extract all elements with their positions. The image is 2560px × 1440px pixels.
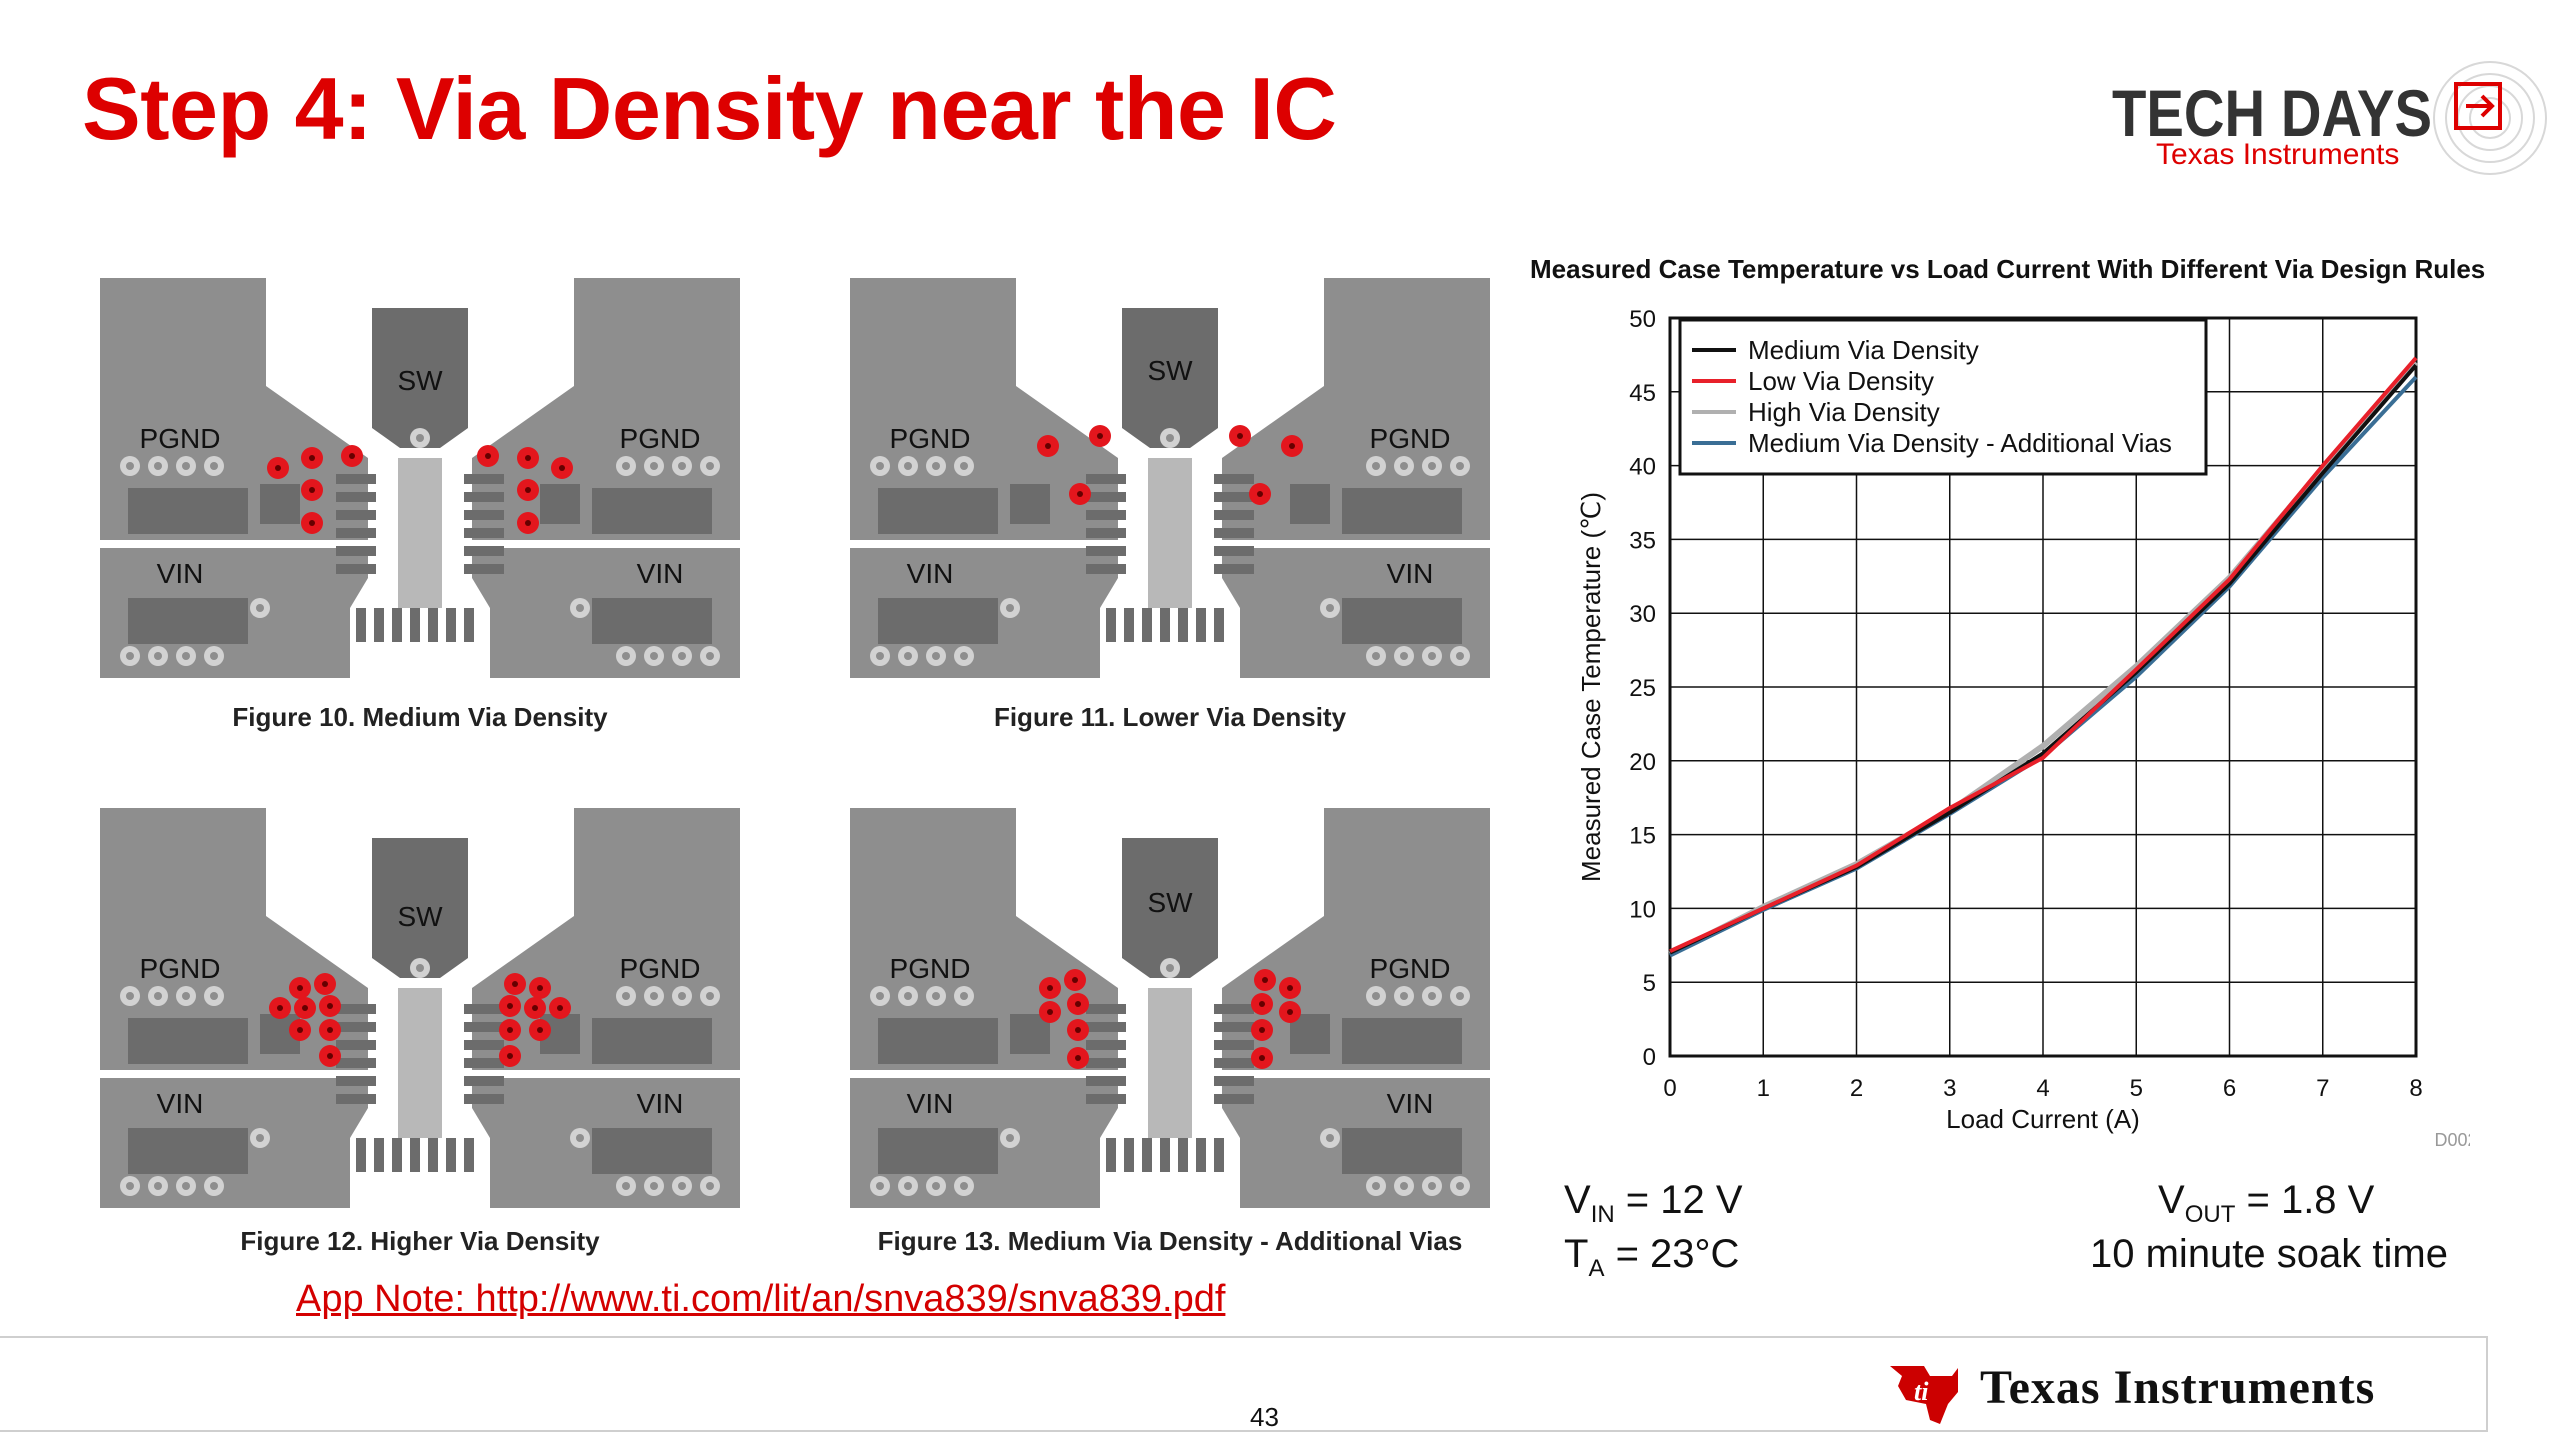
svg-text:VIN: VIN	[907, 558, 954, 589]
company-wordmark: Texas Instruments	[1980, 1361, 2376, 1414]
footer-bar	[0, 1336, 2488, 1432]
y-tick-label: 50	[1629, 306, 1656, 333]
svg-text:SW: SW	[1147, 355, 1193, 386]
y-tick-label: 20	[1629, 749, 1656, 776]
pcb-layout-drawing: SW PGND PGND VIN VIN	[850, 808, 1490, 1208]
x-tick-label: 4	[2036, 1075, 2049, 1102]
svg-text:PGND: PGND	[890, 953, 971, 984]
x-tick-label: 6	[2223, 1075, 2236, 1102]
pcb-layout-drawing: SW PGND PGND VIN VIN	[100, 808, 740, 1208]
x-tick-label: 5	[2130, 1075, 2143, 1102]
svg-text:SW: SW	[397, 365, 443, 396]
vin-condition: VIN = 12 V	[1564, 1178, 1743, 1228]
svg-text:SW: SW	[397, 901, 443, 932]
chart-title: Measured Case Temperature vs Load Curren…	[1530, 254, 2486, 284]
figure-additional-vias: SW PGND PGND VIN VIN	[850, 808, 1490, 1213]
y-tick-label: 5	[1643, 970, 1656, 997]
y-axis-label: Measured Case Temperature (℃)	[1576, 492, 1606, 882]
event-logo-text: TECH DAYS	[2112, 76, 2432, 150]
figure-caption: Figure 12. Higher Via Density	[240, 1226, 600, 1256]
figure-caption: Figure 13. Medium Via Density - Addition…	[877, 1226, 1463, 1256]
svg-text:PGND: PGND	[620, 953, 701, 984]
x-tick-label: 2	[1850, 1075, 1863, 1102]
x-tick-label: 8	[2409, 1075, 2422, 1102]
figure-medium-via-density: SW PGND PGND VIN VIN	[100, 278, 740, 683]
svg-text:PGND: PGND	[620, 423, 701, 454]
svg-text:ti: ti	[1914, 1377, 1929, 1406]
y-tick-label: 0	[1643, 1044, 1656, 1071]
figure-caption: Figure 10. Medium Via Density	[232, 702, 608, 732]
event-logo-subtext: Texas Instruments	[2156, 138, 2399, 171]
legend-label: High Via Density	[1748, 397, 1940, 427]
chart-legend	[1678, 318, 2208, 476]
svg-text:SW: SW	[1147, 887, 1193, 918]
y-tick-label: 30	[1629, 601, 1656, 628]
x-tick-label: 3	[1943, 1075, 1956, 1102]
vout-condition: VOUT = 1.8 V	[2158, 1178, 2375, 1228]
figure-higher-via-density: SW PGND PGND VIN VIN	[100, 808, 740, 1213]
x-tick-label: 7	[2316, 1075, 2329, 1102]
ti-logo-icon: ti	[1890, 1366, 1958, 1424]
svg-text:PGND: PGND	[140, 953, 221, 984]
svg-text:VIN: VIN	[907, 1088, 954, 1119]
y-tick-label: 45	[1629, 380, 1656, 407]
page-number: 43	[1250, 1402, 1279, 1432]
legend-label: Medium Via Density	[1748, 335, 1979, 365]
series-line-2	[1669, 356, 2418, 954]
figure-lower-via-density: SW PGND PGND VIN VIN	[850, 278, 1490, 683]
svg-text:VIN: VIN	[637, 558, 684, 589]
svg-text:PGND: PGND	[890, 423, 971, 454]
svg-text:VIN: VIN	[1387, 1088, 1434, 1119]
y-tick-label: 10	[1629, 896, 1656, 923]
legend-label: Low Via Density	[1748, 366, 1934, 396]
x-tick-label: 1	[1757, 1075, 1770, 1102]
pcb-layout-drawing: SW PGND PGND VIN VIN	[100, 278, 740, 678]
y-tick-label: 25	[1629, 675, 1656, 702]
svg-text:VIN: VIN	[157, 558, 204, 589]
svg-text:PGND: PGND	[1370, 953, 1451, 984]
svg-text:PGND: PGND	[1370, 423, 1451, 454]
pcb-layout-drawing: SW PGND PGND VIN VIN	[850, 278, 1490, 678]
svg-text:VIN: VIN	[157, 1088, 204, 1119]
figure-id: D002	[2434, 1130, 2470, 1150]
svg-text:VIN: VIN	[637, 1088, 684, 1119]
x-axis-label: Load Current (A)	[1946, 1104, 2140, 1134]
ta-condition: TA = 23°C	[1564, 1232, 1740, 1282]
y-tick-label: 40	[1629, 454, 1656, 481]
figure-caption: Figure 11. Lower Via Density	[993, 702, 1347, 732]
svg-text:VIN: VIN	[1387, 558, 1434, 589]
app-note-link[interactable]: App Note: http://www.ti.com/lit/an/snva8…	[296, 1278, 1226, 1320]
slide-title: Step 4: Via Density near the IC	[82, 59, 1337, 158]
tech-days-logo: TECH DAYS Texas Instruments	[2112, 61, 2547, 175]
y-tick-label: 15	[1629, 823, 1656, 850]
legend-label: Medium Via Density - Additional Vias	[1748, 428, 2172, 458]
y-tick-label: 35	[1629, 527, 1656, 554]
plot-frame	[1668, 316, 2418, 1058]
svg-text:PGND: PGND	[140, 423, 221, 454]
soak-time: 10 minute soak time	[2090, 1232, 2448, 1276]
x-tick-label: 0	[1663, 1075, 1676, 1102]
